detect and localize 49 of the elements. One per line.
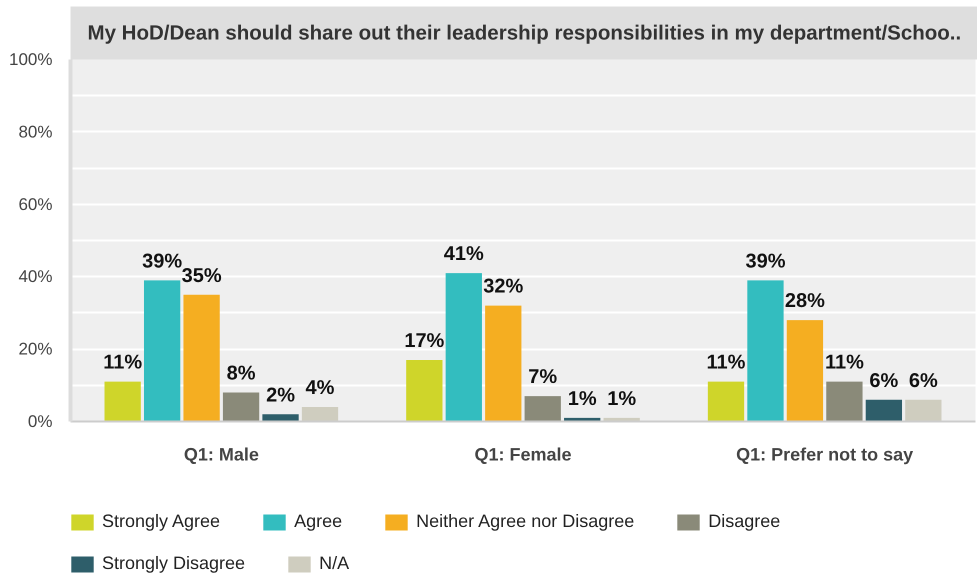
y-tick-label: 80% bbox=[18, 122, 53, 142]
data-label: 2% bbox=[266, 384, 296, 406]
x-tick-label: Q1: Prefer not to say bbox=[736, 444, 914, 464]
data-label: 39% bbox=[142, 250, 182, 272]
bar bbox=[747, 280, 784, 422]
x-tick-label: Q1: Female bbox=[474, 444, 572, 464]
bar bbox=[826, 382, 863, 422]
legend-label: Agree bbox=[294, 511, 342, 532]
data-label: 17% bbox=[404, 330, 445, 352]
y-tick-label: 60% bbox=[18, 194, 53, 214]
data-label: 4% bbox=[306, 377, 335, 400]
bar bbox=[302, 407, 338, 422]
data-label: 32% bbox=[483, 276, 524, 298]
legend-label: Disagree bbox=[708, 511, 780, 532]
legend-label: Strongly Agree bbox=[102, 511, 220, 532]
bar bbox=[866, 400, 902, 422]
bar bbox=[524, 396, 561, 422]
bar bbox=[222, 392, 260, 422]
bar bbox=[708, 382, 744, 422]
bar bbox=[104, 382, 141, 422]
legend-label: Neither Agree nor Disagree bbox=[416, 511, 634, 532]
bar bbox=[183, 294, 220, 422]
data-label: 11% bbox=[103, 352, 142, 374]
data-label: 7% bbox=[528, 366, 558, 388]
bar bbox=[144, 280, 180, 422]
bar bbox=[905, 400, 942, 422]
data-label: 8% bbox=[226, 362, 256, 385]
bar bbox=[485, 306, 522, 422]
data-label: 11% bbox=[706, 352, 746, 374]
data-label: 6% bbox=[908, 370, 938, 392]
y-tick-label: 0% bbox=[28, 412, 53, 431]
y-tick-label: 40% bbox=[18, 267, 53, 286]
data-label: 1% bbox=[568, 388, 597, 410]
data-label: 41% bbox=[444, 243, 484, 266]
data-label: 28% bbox=[784, 290, 826, 312]
y-tick-label: 20% bbox=[18, 340, 53, 359]
data-label: 1% bbox=[607, 388, 636, 410]
data-label: 35% bbox=[182, 264, 222, 287]
legend-label: N/A bbox=[319, 553, 350, 574]
x-tick-label: Q1: Male bbox=[184, 444, 259, 464]
data-label: 6% bbox=[869, 370, 899, 392]
y-tick-label: 100% bbox=[9, 50, 53, 69]
chart-title: My HoD/Dean should share out their leadership responsibilities in my department/Schoo.. bbox=[88, 22, 962, 44]
data-label: 11% bbox=[824, 352, 864, 374]
legend-label: Strongly Disagree bbox=[102, 553, 246, 574]
bar bbox=[406, 360, 442, 422]
bar bbox=[446, 273, 482, 422]
bar bbox=[786, 320, 824, 422]
data-label: 39% bbox=[745, 250, 786, 272]
